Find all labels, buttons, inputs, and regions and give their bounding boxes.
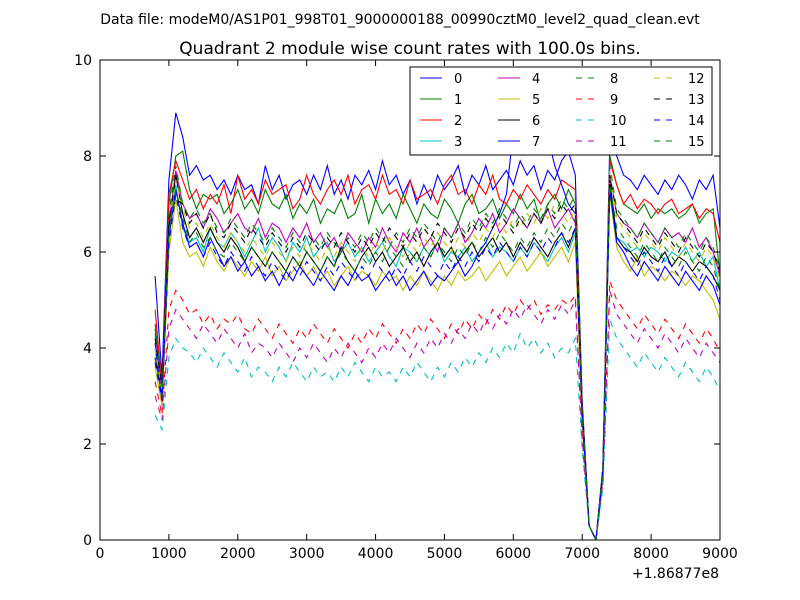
- series-line-8: [154, 165, 720, 540]
- series-line-9: [154, 280, 720, 540]
- legend-label-2: 2: [454, 114, 462, 129]
- x-tick-label: 5000: [427, 546, 463, 562]
- series-line-4: [154, 170, 720, 540]
- legend-label-0: 0: [454, 72, 462, 87]
- legend-box: [409, 66, 713, 156]
- axes: 0 1000 2000 3000 4000 5000 6000 7000 8000 9000 0 2 4…: [74, 53, 738, 562]
- series-line-11: [154, 290, 720, 540]
- legend-label-11: 11: [610, 135, 627, 150]
- series-line-2: [154, 158, 720, 540]
- x-tick-label: 9000: [702, 546, 738, 562]
- x-tick-label: 8000: [633, 546, 669, 562]
- plot-area: [154, 96, 720, 540]
- legend-label-4: 4: [532, 72, 540, 87]
- axes-frame: [99, 59, 721, 541]
- x-offset-label: +1.86877e8: [632, 566, 719, 582]
- series-line-14: [154, 189, 720, 540]
- legend-label-7: 7: [532, 135, 540, 150]
- x-tick-label: 6000: [496, 546, 532, 562]
- legend-label-1: 1: [454, 93, 462, 108]
- y-tick-label: 4: [83, 341, 92, 357]
- x-tick-label: 0: [96, 546, 105, 562]
- legend-label-5: 5: [532, 93, 540, 108]
- legend-label-15: 15: [688, 135, 705, 150]
- legend-label-12: 12: [688, 72, 705, 87]
- legend-label-14: 14: [688, 114, 705, 129]
- y-tick-label: 2: [83, 437, 92, 453]
- y-tick-label: 6: [83, 245, 92, 261]
- x-tick-label: 1000: [151, 546, 187, 562]
- x-tick-label: 7000: [564, 546, 600, 562]
- series-line-15: [154, 184, 720, 540]
- figure-suptitle: Data file: modeM0/AS1P01_998T01_90000001…: [100, 12, 700, 28]
- series-line-0: [154, 112, 720, 540]
- legend-label-6: 6: [532, 114, 540, 129]
- series-line-1: [154, 150, 720, 540]
- x-tick-label: 3000: [289, 546, 325, 562]
- legend-label-13: 13: [688, 93, 705, 108]
- y-tick-label: 0: [83, 533, 92, 549]
- series-line-12: [154, 170, 720, 540]
- series-line-5: [154, 194, 720, 540]
- legend-label-10: 10: [610, 114, 627, 129]
- y-tick-label: 8: [83, 149, 92, 165]
- legend-label-9: 9: [610, 93, 618, 108]
- legend-label-8: 8: [610, 72, 618, 87]
- x-tick-label: 2000: [220, 546, 256, 562]
- y-tick-label: 10: [74, 53, 92, 69]
- chart-title: Quadrant 2 module wise count rates with …: [179, 39, 640, 59]
- series-line-10: [154, 319, 720, 540]
- series-line-13: [154, 175, 720, 540]
- series-lines: [154, 96, 720, 540]
- legend-label-3: 3: [454, 135, 462, 150]
- x-tick-label: 4000: [358, 546, 394, 562]
